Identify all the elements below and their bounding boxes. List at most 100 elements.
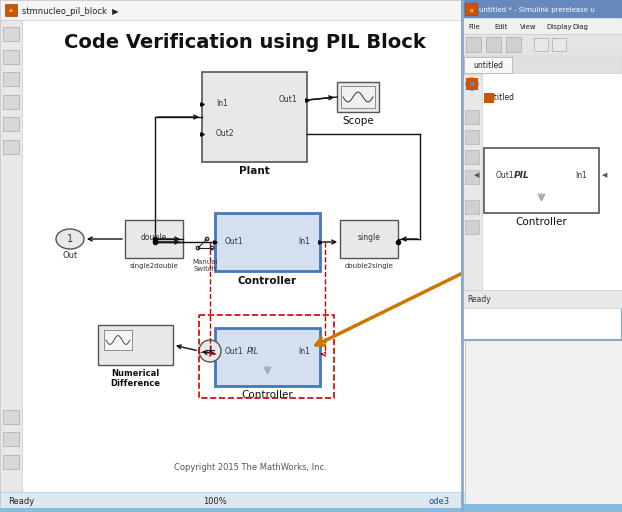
Bar [552,38,566,51]
Bar [462,18,622,34]
Bar [464,57,512,73]
Text: ◀: ◀ [473,173,479,179]
Bar [465,220,479,234]
Text: double2single: double2single [345,263,394,269]
Bar [462,74,482,290]
Text: single: single [358,232,381,242]
Text: Controller: Controller [516,217,567,227]
Bar [341,86,375,108]
Text: Switch: Switch [193,266,216,272]
Text: Numerical: Numerical [111,370,160,378]
Text: Difference: Difference [111,378,160,388]
Bar [465,170,479,184]
Bar [337,82,379,112]
Text: +: + [204,344,216,358]
Bar [3,27,19,41]
Bar [462,74,622,290]
Bar [465,150,479,164]
Text: Out1: Out1 [225,238,244,246]
Text: Copy: Copy [466,250,518,294]
Bar [3,95,19,109]
Bar [462,290,622,308]
Text: stmnucleo_pil_block  ▶: stmnucleo_pil_block ▶ [22,7,119,15]
Bar [215,328,320,386]
Text: File: File [468,24,480,30]
Bar [465,110,479,124]
Bar [506,37,521,52]
Bar [202,72,307,162]
Bar [3,140,19,154]
Bar [534,38,548,51]
Bar [104,330,132,350]
Bar [3,455,19,469]
Bar [3,50,19,64]
Bar [125,220,183,258]
Bar [465,3,477,15]
Text: PIL: PIL [247,347,259,355]
Bar [462,56,622,74]
Text: Diag: Diag [572,24,588,30]
Text: ◀: ◀ [602,173,607,179]
Text: View: View [520,24,537,30]
Bar [462,0,622,340]
Bar [0,0,465,512]
Bar [462,34,622,56]
Bar [3,72,19,86]
Text: Controller: Controller [238,276,297,286]
Bar [98,325,173,365]
Bar [465,200,479,214]
Bar [0,0,465,20]
Text: Ready: Ready [8,498,34,506]
Bar [484,93,494,103]
Bar [215,213,320,271]
Text: Scope: Scope [342,116,374,126]
Bar [199,315,334,398]
Text: In1: In1 [216,99,228,109]
Text: Ready: Ready [467,295,491,305]
Bar [0,492,465,512]
Text: Edit: Edit [494,24,508,30]
Bar [5,4,17,16]
Text: –: – [200,349,204,357]
Text: PIL: PIL [514,171,530,180]
Bar [3,432,19,446]
Text: Manual: Manual [192,259,218,265]
Bar [0,20,22,492]
Text: untitled: untitled [484,94,514,102]
Text: Code Verification using PIL Block: Code Verification using PIL Block [64,32,426,52]
Text: In1: In1 [575,171,587,180]
Text: 100%: 100% [203,498,227,506]
Bar [466,78,478,90]
Text: Controller: Controller [241,390,294,400]
Bar [340,220,398,258]
Text: untitled: untitled [473,61,503,71]
Text: Plant: Plant [239,166,270,176]
Text: Out: Out [62,250,78,260]
Text: double: double [141,232,167,242]
Bar [462,0,622,18]
Circle shape [199,340,221,362]
Ellipse shape [56,229,84,249]
Bar [465,130,479,144]
Text: Out1: Out1 [496,171,514,180]
Text: a: a [9,8,13,13]
Text: ●: ● [470,81,475,87]
Bar [486,37,501,52]
Text: Out2: Out2 [216,130,234,139]
Text: Copyright 2015 The MathWorks, Inc.: Copyright 2015 The MathWorks, Inc. [174,463,327,473]
Text: 1: 1 [67,234,73,244]
Bar [3,410,19,424]
Text: Display: Display [546,24,572,30]
Bar [3,117,19,131]
Text: Out1: Out1 [279,96,297,104]
Text: Out1: Out1 [225,347,244,355]
Bar [466,37,481,52]
Text: In1: In1 [298,238,310,246]
Text: single2double: single2double [129,263,179,269]
Text: untitled * - Simulink prerelease u: untitled * - Simulink prerelease u [479,7,595,13]
Bar [462,504,622,512]
Bar [484,148,599,213]
Bar [0,508,465,512]
Text: In1: In1 [298,347,310,355]
Text: a: a [469,8,473,12]
